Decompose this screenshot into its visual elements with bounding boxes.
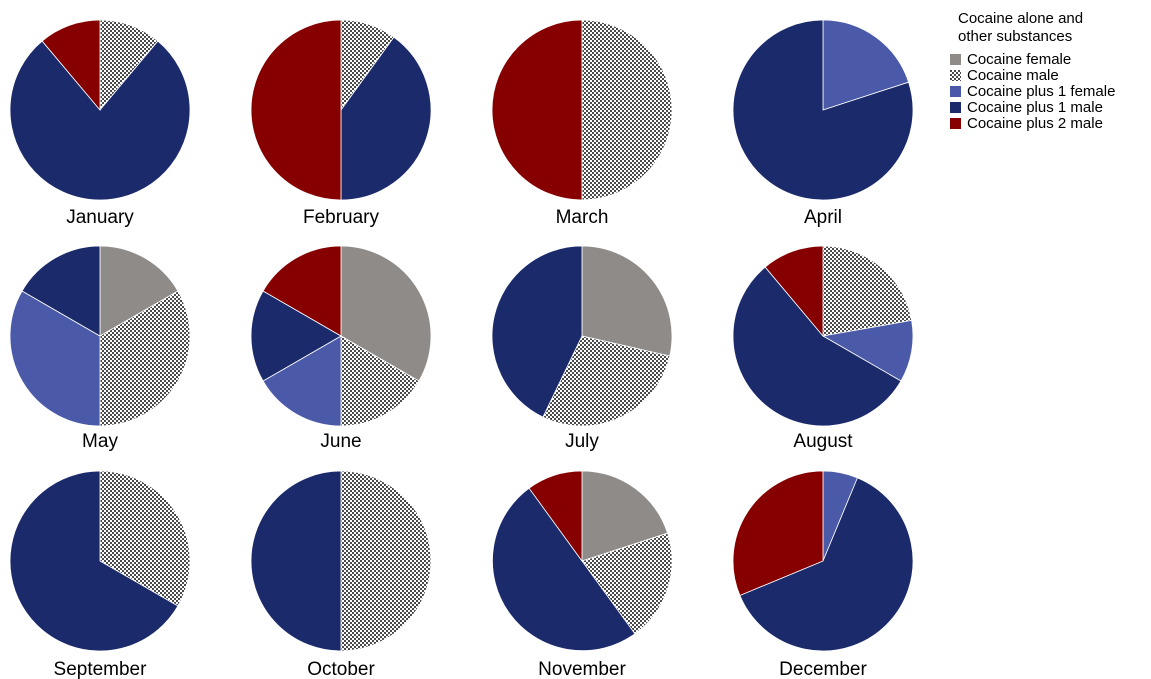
slice-november-cocaine-plus-1-male xyxy=(492,487,636,652)
slice-march-cocaine-male xyxy=(581,19,673,201)
legend-label-cocaine-plus-2-male: Cocaine plus 2 male xyxy=(967,115,1103,132)
slice-july-cocaine-plus-1-male xyxy=(491,245,583,418)
pie-november: November xyxy=(492,470,673,679)
slice-july-cocaine-male xyxy=(542,335,671,427)
slice-october-cocaine-plus-1-male xyxy=(250,470,342,652)
legend-swatch-cocaine-plus-1-female xyxy=(950,86,961,97)
slice-april-cocaine-plus-1-male xyxy=(732,19,914,201)
slice-may-cocaine-male xyxy=(99,290,191,427)
legend-swatch-cocaine-male xyxy=(950,70,961,81)
slice-may-cocaine-female xyxy=(99,245,179,337)
slice-february-cocaine-plus-1-male xyxy=(340,36,432,201)
label-june: June xyxy=(320,431,361,452)
label-december: December xyxy=(779,659,867,679)
pie-july: July xyxy=(491,245,673,452)
slice-may-cocaine-plus-1-male xyxy=(21,245,101,337)
legend-item-cocaine-plus-1-female: Cocaine plus 1 female xyxy=(950,83,1115,100)
pie-june: June xyxy=(250,245,432,452)
legend-item-cocaine-male: Cocaine male xyxy=(950,67,1059,84)
pies-group: January February March April May June July Augu… xyxy=(9,19,914,679)
slice-june-cocaine-plus-2-male xyxy=(262,245,342,337)
slice-september-cocaine-plus-1-male xyxy=(9,470,179,652)
legend-label-cocaine-plus-1-female: Cocaine plus 1 female xyxy=(967,83,1115,100)
slice-january-cocaine-plus-1-male xyxy=(9,40,191,201)
legend-label-cocaine-plus-1-male: Cocaine plus 1 male xyxy=(967,99,1103,116)
legend-swatch-cocaine-plus-2-male xyxy=(950,118,961,129)
label-march: March xyxy=(556,207,609,228)
pie-march: March xyxy=(491,19,673,228)
legend-label-cocaine-female: Cocaine female xyxy=(967,51,1071,68)
slice-november-cocaine-plus-2-male xyxy=(528,470,583,563)
slice-august-cocaine-male xyxy=(822,245,913,337)
slice-february-cocaine-plus-2-male xyxy=(250,19,342,201)
slice-august-cocaine-plus-1-male xyxy=(732,266,902,427)
label-september: September xyxy=(54,659,148,679)
slice-june-cocaine-plus-1-female xyxy=(262,335,342,427)
pie-february: February xyxy=(250,19,432,228)
pie-august: August xyxy=(732,245,914,452)
pie-april: April xyxy=(732,19,914,228)
pie-september: September xyxy=(9,470,191,679)
slice-june-cocaine-female xyxy=(340,245,432,382)
legend-swatch-cocaine-female xyxy=(950,54,961,65)
slice-july-cocaine-female xyxy=(581,245,673,357)
label-october: October xyxy=(307,659,375,679)
label-january: January xyxy=(66,207,134,228)
pie-january: January xyxy=(9,19,191,228)
slice-may-cocaine-plus-1-female xyxy=(9,290,101,427)
legend-swatch-cocaine-plus-1-male xyxy=(950,102,961,113)
slice-april-cocaine-plus-1-female xyxy=(822,19,910,111)
label-november: November xyxy=(538,659,626,679)
slice-june-cocaine-male xyxy=(340,335,420,427)
slice-december-cocaine-plus-2-male xyxy=(732,470,824,596)
legend-item-cocaine-plus-1-male: Cocaine plus 1 male xyxy=(950,99,1103,116)
slice-october-cocaine-male xyxy=(340,470,432,652)
slice-august-cocaine-plus-2-male xyxy=(764,245,824,338)
slice-january-cocaine-plus-2-male xyxy=(41,19,101,112)
legend-title-line-1: Cocaine alone and xyxy=(958,10,1083,27)
label-august: August xyxy=(793,431,853,452)
pie-october: October xyxy=(250,470,432,679)
slice-march-cocaine-plus-2-male xyxy=(491,19,583,201)
legend-item-cocaine-plus-2-male: Cocaine plus 2 male xyxy=(950,115,1103,132)
legend-title-line-2: other substances xyxy=(958,28,1072,45)
slice-november-cocaine-female xyxy=(581,470,669,562)
legend-label-cocaine-male: Cocaine male xyxy=(967,67,1059,84)
label-february: February xyxy=(303,207,380,228)
pie-may: May xyxy=(9,245,191,452)
legend: Cocaine alone and other substances Cocai… xyxy=(950,10,1115,132)
legend-item-cocaine-female: Cocaine female xyxy=(950,51,1071,68)
label-july: July xyxy=(565,431,599,452)
slice-september-cocaine-male xyxy=(99,470,191,607)
label-may: May xyxy=(82,431,118,452)
slice-december-cocaine-plus-1-male xyxy=(739,477,914,652)
slice-november-cocaine-male xyxy=(581,532,673,635)
slice-june-cocaine-plus-1-male xyxy=(250,290,342,382)
pie-december: December xyxy=(732,470,914,679)
label-april: April xyxy=(804,207,842,228)
